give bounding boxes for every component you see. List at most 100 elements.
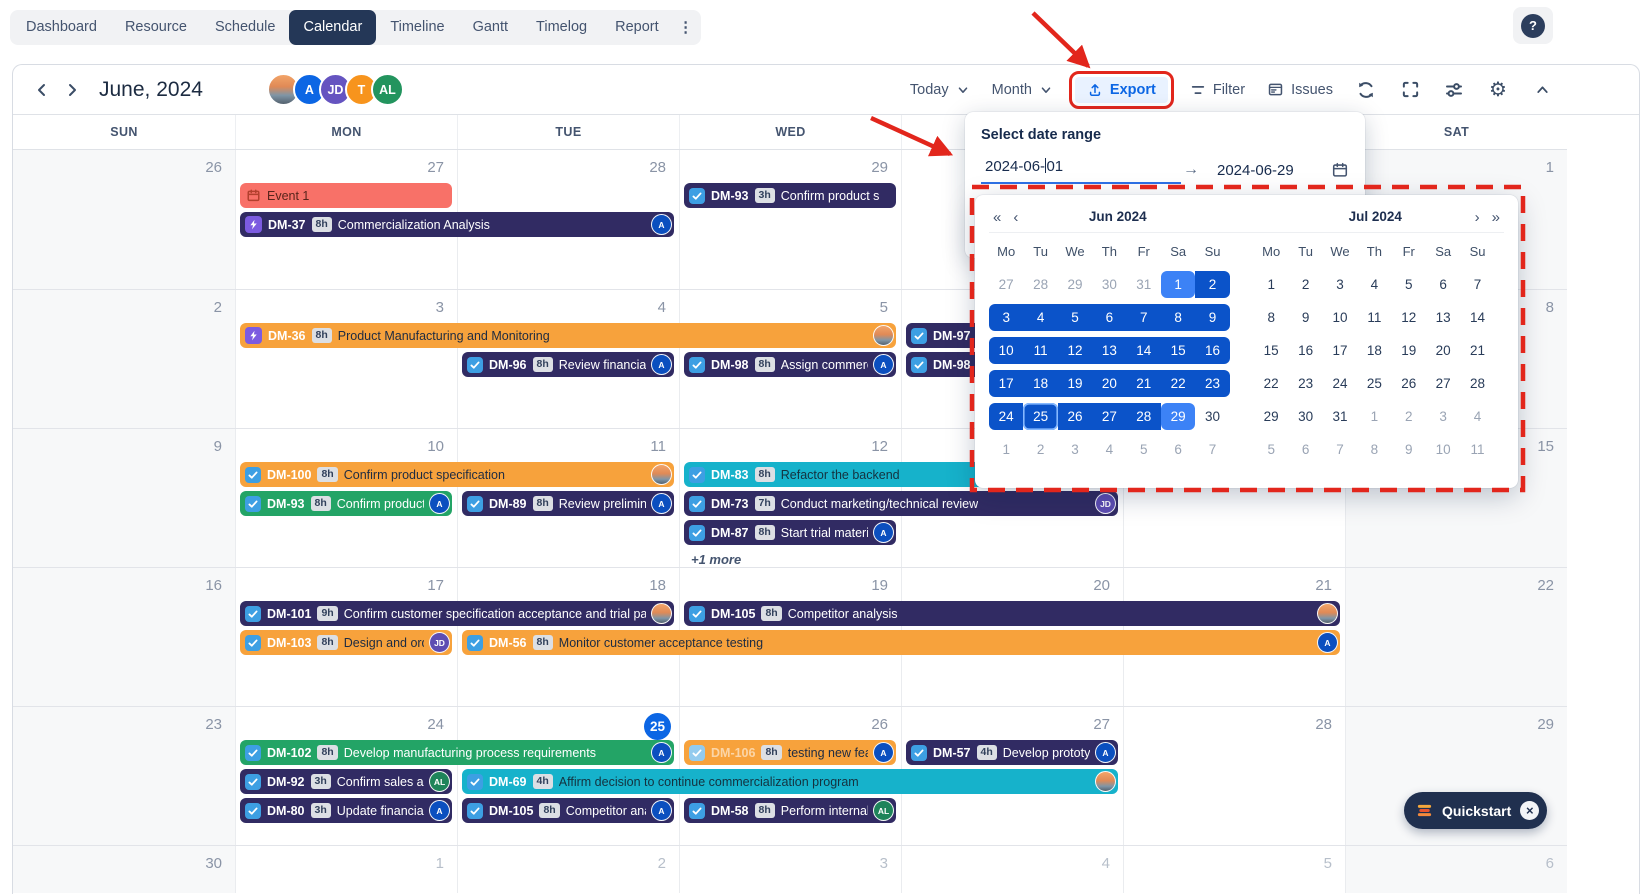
date-cell[interactable]: 17	[989, 370, 1024, 397]
date-cell[interactable]: 24	[1332, 376, 1348, 391]
date-cell[interactable]: 25	[1023, 403, 1058, 430]
day-cell[interactable]: 29	[679, 150, 901, 289]
date-cell[interactable]: 2	[1195, 271, 1230, 298]
end-date-input[interactable]: 2024-06-29	[1217, 161, 1294, 179]
event-bar[interactable]: DM-98 8h Assign commercia A	[684, 352, 896, 377]
assignee-avatar[interactable]: A	[651, 493, 672, 514]
day-cell[interactable]: 1	[235, 846, 457, 893]
date-cell[interactable]: 18	[1366, 343, 1382, 358]
date-cell[interactable]: 12	[1401, 310, 1417, 325]
date-cell[interactable]: 19	[1057, 370, 1093, 397]
assignee-avatar[interactable]: A	[1095, 742, 1116, 763]
nav-tab-timeline[interactable]: Timeline	[390, 19, 445, 35]
nav-tab-calendar[interactable]: Calendar	[289, 10, 377, 45]
event-bar[interactable]: DM-89 8h Review preliminar A	[462, 491, 674, 516]
event-bar[interactable]: DM-105 8h Competitor analysis	[684, 601, 1340, 626]
date-cell[interactable]: 1	[1267, 277, 1275, 292]
assignee-avatar[interactable]	[873, 325, 894, 346]
event-bar[interactable]: DM-106 8h testing new featu A	[684, 740, 896, 765]
day-cell[interactable]: 17	[235, 568, 457, 706]
date-cell[interactable]: 17	[1332, 343, 1348, 358]
event-bar[interactable]: DM-37 8h Commercialization Analysis A	[240, 212, 674, 237]
event-bar[interactable]: DM-57 4h Develop prototype A	[906, 740, 1118, 765]
event-bar[interactable]: DM-56 8h Monitor customer acceptance testi…	[462, 630, 1340, 655]
day-cell[interactable]: 3	[235, 290, 457, 428]
assignee-avatar[interactable]: A	[1317, 632, 1338, 653]
date-cell[interactable]: 23	[1195, 370, 1230, 397]
more-menu-icon[interactable]: ⋮	[678, 19, 694, 36]
day-cell[interactable]: 9	[13, 429, 235, 567]
day-cell[interactable]: 25	[457, 707, 679, 845]
date-cell[interactable]: 3	[1071, 442, 1079, 457]
assignee-avatar[interactable]	[651, 464, 672, 485]
date-cell[interactable]: 9	[1301, 310, 1310, 325]
assignee-avatar[interactable]: A	[873, 742, 894, 763]
date-cell[interactable]: 11	[1023, 337, 1058, 364]
date-cell[interactable]: 30	[1205, 409, 1221, 424]
date-cell[interactable]: 6	[1439, 277, 1447, 292]
event-bar[interactable]: Event 1	[240, 183, 452, 208]
event-bar[interactable]: DM-102 8h Develop manufacturing process re…	[240, 740, 674, 765]
date-cell[interactable]: 22	[1160, 370, 1196, 397]
date-cell[interactable]: 27	[1092, 403, 1127, 430]
more-events-link[interactable]: +1 more	[691, 552, 742, 567]
sync-button[interactable]	[1355, 79, 1377, 101]
date-cell[interactable]: 29	[1263, 409, 1279, 424]
date-cell[interactable]: 12	[1057, 337, 1093, 364]
date-cell[interactable]: 9	[1405, 442, 1413, 457]
date-cell[interactable]: 6	[1301, 442, 1310, 457]
assignee-avatar[interactable]: AL	[429, 771, 450, 792]
collapse-toolbar-button[interactable]	[1531, 79, 1553, 101]
day-cell[interactable]: 30	[13, 846, 235, 893]
date-cell[interactable]: 1	[1160, 271, 1196, 298]
next-month-button[interactable]: ›	[1474, 209, 1480, 226]
date-cell[interactable]: 5	[1405, 277, 1413, 292]
date-cell[interactable]: 30	[1101, 277, 1117, 292]
date-cell[interactable]: 6	[1174, 442, 1182, 457]
today-button[interactable]: Today	[910, 82, 970, 98]
event-bar[interactable]: DM-103 8h Design and orde JD	[240, 630, 452, 655]
date-cell[interactable]: 3	[989, 304, 1024, 331]
assignee-avatar[interactable]: A	[873, 522, 894, 543]
date-cell[interactable]: 10	[989, 337, 1024, 364]
date-cell[interactable]: 6	[1092, 304, 1127, 331]
date-cell[interactable]: 3	[1439, 409, 1447, 424]
date-cell[interactable]: 21	[1126, 370, 1161, 397]
date-cell[interactable]: 31	[1136, 277, 1152, 292]
date-cell[interactable]: 13	[1092, 337, 1127, 364]
date-cell[interactable]: 13	[1435, 310, 1451, 325]
date-cell[interactable]: 23	[1298, 376, 1314, 391]
day-cell[interactable]: 28	[1123, 707, 1345, 845]
event-bar[interactable]: DM-100 8h Confirm product specification	[240, 462, 674, 487]
event-bar[interactable]: DM-73 7h Conduct marketing/technical revie…	[684, 491, 1118, 516]
date-cell[interactable]: 8	[1160, 304, 1196, 331]
nav-tab-schedule[interactable]: Schedule	[215, 19, 276, 35]
quickstart-close-button[interactable]: ×	[1520, 801, 1540, 820]
event-bar[interactable]: DM-58 8h Perform internal p AL	[684, 798, 896, 823]
date-cell[interactable]: 20	[1435, 343, 1451, 358]
date-cell[interactable]: 7	[1208, 442, 1217, 457]
date-cell[interactable]: 28	[1033, 277, 1049, 292]
date-cell[interactable]: 29	[1067, 277, 1083, 292]
event-bar[interactable]: DM-101 9h Confirm customer specification a…	[240, 601, 674, 626]
date-cell[interactable]: 10	[1332, 310, 1348, 325]
date-cell[interactable]: 30	[1298, 409, 1314, 424]
date-cell[interactable]: 4	[1023, 304, 1058, 331]
event-bar[interactable]: DM-93 3h Confirm product s	[684, 183, 896, 208]
next-year-button[interactable]: »	[1491, 209, 1500, 226]
date-cell[interactable]: 4	[1370, 277, 1379, 292]
nav-tab-resource[interactable]: Resource	[124, 19, 187, 35]
date-cell[interactable]: 2	[1036, 442, 1045, 457]
day-cell[interactable]: 4	[901, 846, 1123, 893]
date-cell[interactable]: 5	[1057, 304, 1093, 331]
date-cell[interactable]: 14	[1470, 310, 1486, 325]
nav-tab-report[interactable]: Report	[615, 19, 659, 35]
day-cell[interactable]: 11	[457, 429, 679, 567]
day-cell[interactable]: 27	[235, 150, 457, 289]
date-cell[interactable]: 3	[1336, 277, 1344, 292]
day-cell[interactable]: 12	[679, 429, 901, 567]
date-cell[interactable]: 28	[1470, 376, 1486, 391]
calendar-picker-icon[interactable]	[1331, 161, 1349, 179]
date-cell[interactable]: 5	[1267, 442, 1275, 457]
date-cell[interactable]: 15	[1160, 337, 1196, 364]
